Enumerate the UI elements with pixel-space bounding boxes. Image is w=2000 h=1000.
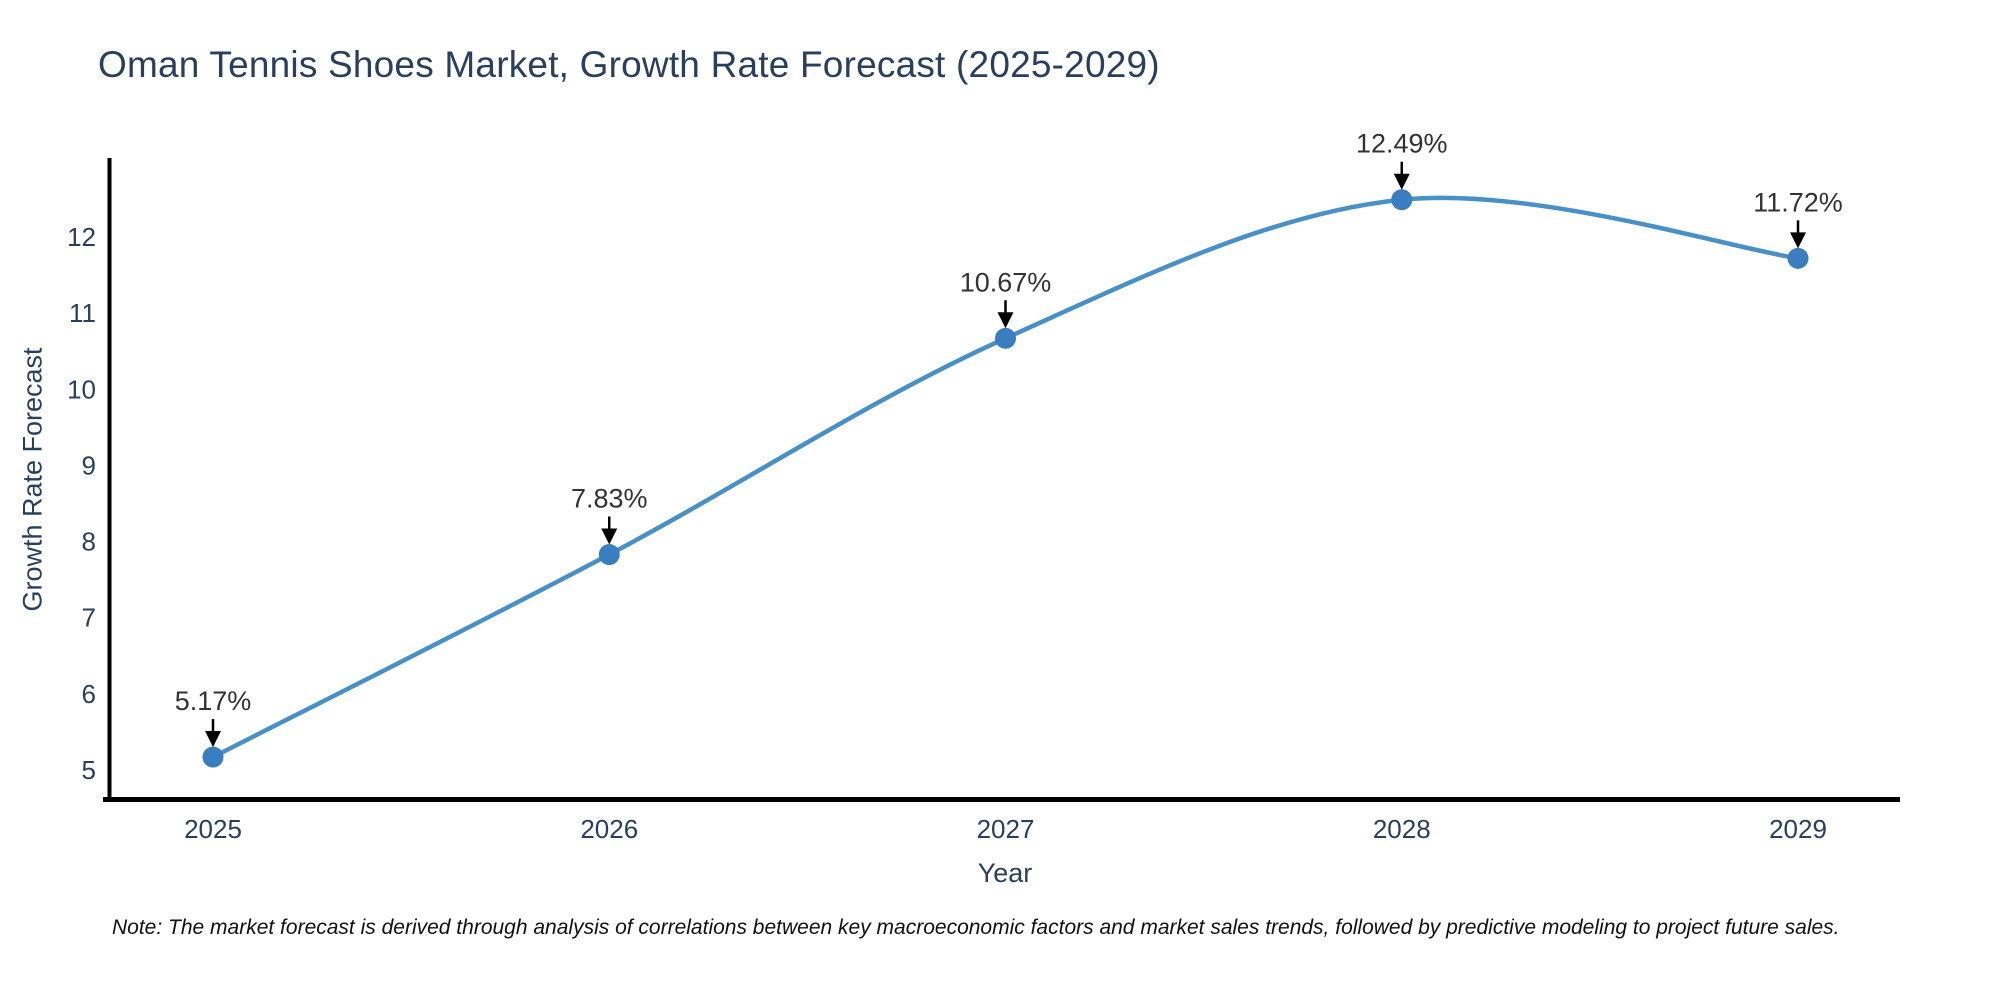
y-tick-label: 6: [82, 679, 96, 709]
x-tick-label: 2029: [1769, 814, 1827, 844]
data-point-marker: [995, 327, 1016, 349]
annotation-label: 7.83%: [571, 484, 648, 514]
annotation-arrow-head: [997, 312, 1014, 329]
data-point-marker: [1787, 247, 1809, 269]
y-tick-label: 10: [67, 374, 96, 404]
data-point-marker: [202, 746, 224, 768]
annotation-arrow-head: [1393, 173, 1410, 190]
y-axis-spine: [107, 158, 112, 802]
annotation-label: 10.67%: [960, 267, 1052, 297]
y-tick-label: 7: [82, 603, 96, 633]
annotation-label: 11.72%: [1753, 187, 1843, 217]
y-tick-label: 5: [82, 755, 96, 785]
x-tick-label: 2027: [977, 814, 1035, 844]
y-tick-label: 12: [67, 222, 96, 252]
annotation-label: 12.49%: [1356, 129, 1448, 159]
annotation-arrow-head: [1790, 232, 1806, 249]
y-axis-title: Growth Rate Forecast: [17, 347, 48, 612]
x-tick-label: 2028: [1373, 814, 1431, 844]
annotation-arrow-head: [601, 528, 618, 545]
x-axis-title: Year: [977, 858, 1033, 888]
y-tick-label: 11: [69, 298, 96, 328]
y-tick-label: 8: [82, 527, 96, 557]
x-axis-spine: [103, 797, 1900, 802]
footnote: Note: The market forecast is derived thr…: [112, 916, 1840, 939]
chart-title: Oman Tennis Shoes Market, Growth Rate Fo…: [98, 44, 1160, 85]
annotation-label: 5.17%: [175, 686, 252, 716]
annotation-arrow-head: [205, 731, 221, 748]
data-point-marker: [598, 544, 620, 566]
x-tick-label: 2026: [580, 814, 638, 844]
data-point-marker: [1391, 189, 1413, 211]
y-tick-label: 9: [82, 450, 96, 480]
x-tick-label: 2025: [184, 814, 242, 844]
